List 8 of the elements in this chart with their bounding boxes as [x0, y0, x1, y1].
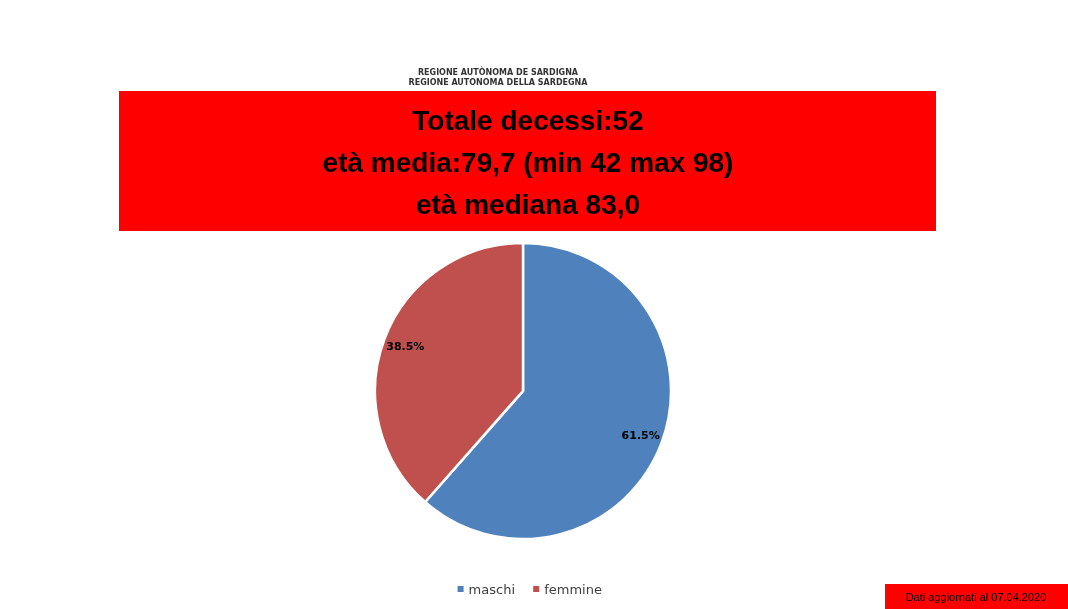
text: REGIONE AUTONOMA DELLA SARDEGNA — [408, 77, 589, 87]
data-label: 61.5% — [621, 428, 660, 442]
text: Dati aggiornati al 07.04.2020 — [905, 591, 1047, 603]
data-label: 38.5% — [386, 340, 425, 354]
chart-title: Totale decessi:52 età media:79,7 (min 42 max 98) età mediana 83,0 — [322, 104, 734, 220]
legend-label: maschi — [468, 581, 516, 597]
text: REGIONE AUTÒNOMA DE SARDIGNA — [417, 65, 579, 77]
legend-label: femmine — [544, 581, 602, 597]
